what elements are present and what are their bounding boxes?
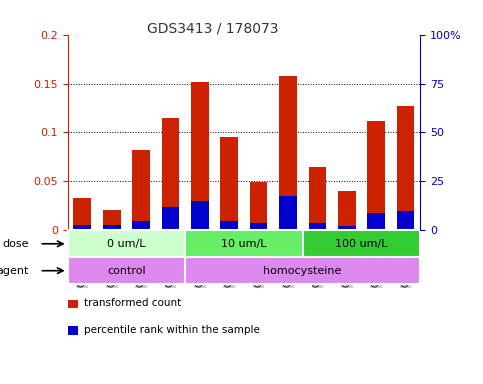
- Text: percentile rank within the sample: percentile rank within the sample: [84, 325, 259, 335]
- Bar: [162, 207, 179, 230]
- Bar: [367, 213, 385, 230]
- Text: GDS3413 / 178073: GDS3413 / 178073: [147, 21, 278, 35]
- Bar: [191, 201, 209, 230]
- Bar: [73, 225, 91, 230]
- Bar: [132, 150, 150, 230]
- Text: 0 um/L: 0 um/L: [107, 239, 146, 249]
- Bar: [397, 211, 414, 230]
- Text: GSM240532: GSM240532: [284, 232, 293, 287]
- Bar: [309, 167, 326, 230]
- Bar: [220, 137, 238, 230]
- Bar: [367, 121, 385, 230]
- Bar: [68, 230, 185, 257]
- Text: homocysteine: homocysteine: [264, 266, 342, 276]
- Text: agent: agent: [0, 266, 29, 276]
- Text: dose: dose: [2, 239, 29, 249]
- Text: control: control: [107, 266, 146, 276]
- Bar: [397, 106, 414, 230]
- Bar: [279, 76, 297, 230]
- Bar: [162, 118, 179, 230]
- Text: transformed count: transformed count: [84, 298, 181, 308]
- Text: GSM240533: GSM240533: [313, 232, 322, 287]
- Text: GSM240525: GSM240525: [78, 232, 87, 287]
- Text: 100 um/L: 100 um/L: [335, 239, 388, 249]
- Text: GSM240531: GSM240531: [254, 232, 263, 287]
- Text: GSM240527: GSM240527: [137, 232, 145, 287]
- Bar: [338, 191, 355, 230]
- Bar: [103, 225, 121, 230]
- Text: GSM240848: GSM240848: [401, 232, 410, 287]
- Text: GSM240529: GSM240529: [195, 232, 204, 287]
- Bar: [73, 198, 91, 230]
- Text: GSM240535: GSM240535: [371, 232, 381, 287]
- Bar: [185, 230, 303, 257]
- Bar: [103, 210, 121, 230]
- Text: GSM240530: GSM240530: [225, 232, 234, 287]
- Bar: [220, 220, 238, 230]
- Bar: [338, 227, 355, 230]
- Text: GSM240526: GSM240526: [107, 232, 116, 287]
- Bar: [191, 81, 209, 230]
- Bar: [185, 257, 420, 284]
- Bar: [132, 220, 150, 230]
- Bar: [309, 223, 326, 230]
- Text: GSM240528: GSM240528: [166, 232, 175, 287]
- Bar: [303, 230, 420, 257]
- Text: 10 um/L: 10 um/L: [221, 239, 267, 249]
- Text: GSM240534: GSM240534: [342, 232, 351, 287]
- Bar: [250, 182, 268, 230]
- Bar: [279, 196, 297, 230]
- Bar: [250, 223, 268, 230]
- Bar: [68, 257, 185, 284]
